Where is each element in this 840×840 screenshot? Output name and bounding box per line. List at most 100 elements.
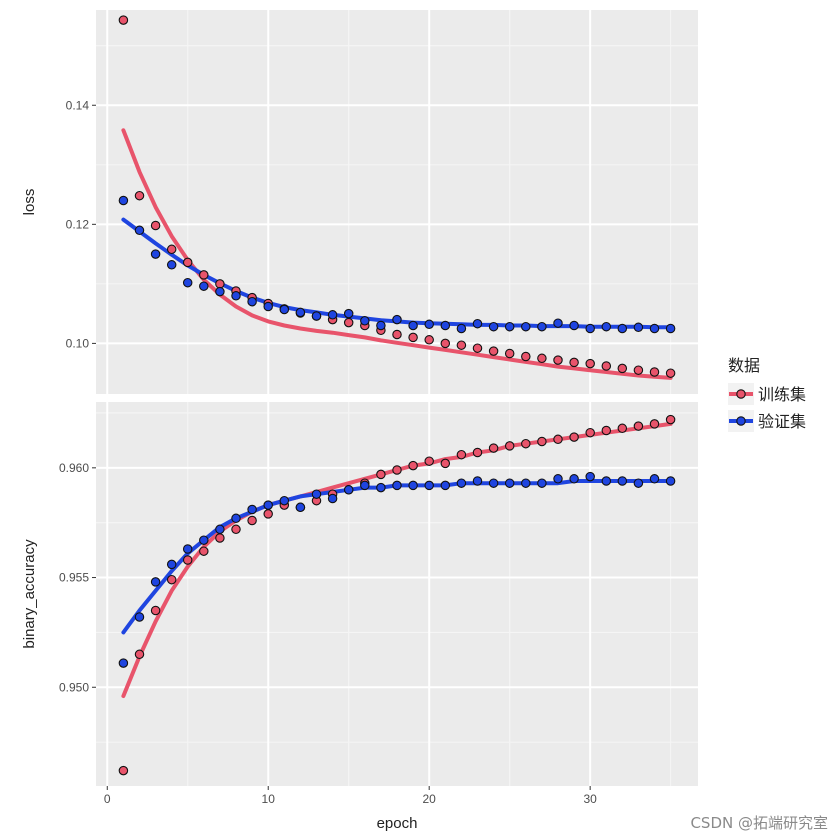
data-point-train (569, 357, 579, 368)
data-point-train (633, 365, 644, 375)
data-point-validation (166, 260, 177, 270)
x-tick-label: 30 (583, 792, 597, 806)
data-point-validation (150, 577, 161, 587)
data-point-validation (665, 323, 676, 334)
data-point-train (134, 649, 145, 660)
data-point-validation (424, 319, 434, 330)
x-axis: 0 10 20 30 (104, 786, 597, 806)
data-point-train (440, 338, 451, 349)
panel-binary-accuracy: 0.950 0.955 0.960 binary_accuracy (21, 402, 698, 786)
data-point-train (166, 574, 177, 585)
legend-title: 数据 (728, 356, 760, 375)
data-point-validation (392, 480, 402, 491)
data-point-train (488, 443, 499, 453)
data-point-validation (134, 612, 145, 622)
data-point-train (424, 456, 434, 466)
data-point-validation (649, 474, 660, 484)
data-point-train (504, 348, 515, 359)
data-point-validation (279, 304, 290, 315)
data-point-train (215, 533, 225, 543)
data-point-train (601, 425, 612, 436)
data-point-train (215, 279, 225, 289)
data-point-validation (472, 318, 483, 329)
data-point-train (649, 367, 660, 377)
data-point-validation (633, 478, 644, 488)
x-axis-title: epoch (377, 815, 418, 832)
data-point-validation (360, 480, 370, 491)
legend-entry-train: 训练集 (728, 383, 806, 405)
data-point-validation (537, 321, 547, 332)
y-axis-title: binary_accuracy (21, 539, 38, 649)
data-point-validation (585, 471, 595, 482)
data-point-validation (295, 502, 306, 513)
data-point-validation (488, 321, 499, 332)
data-point-validation (295, 307, 306, 318)
legend-entry-validation: 验证集 (728, 410, 806, 432)
legend-label: 训练集 (758, 385, 806, 404)
data-point-validation (134, 225, 145, 236)
data-point-train (392, 329, 402, 340)
data-point-validation (472, 476, 483, 486)
data-point-train (150, 220, 161, 231)
data-point-train (440, 458, 451, 469)
legend-key-point (736, 389, 746, 399)
data-point-validation (537, 478, 547, 488)
data-point-validation (247, 296, 257, 307)
data-point-validation (440, 320, 451, 331)
data-point-train (569, 432, 579, 442)
data-point-train (665, 414, 676, 425)
panel-background (96, 402, 698, 786)
data-point-validation (247, 504, 257, 515)
data-point-validation (150, 249, 161, 259)
y-tick-label: 0.10 (66, 336, 90, 350)
data-point-validation (311, 489, 322, 499)
data-point-train (376, 469, 386, 480)
watermark: CSDN @拓端研究室 (690, 814, 828, 832)
data-point-validation (601, 321, 612, 332)
data-point-validation (118, 658, 129, 668)
data-point-train (134, 190, 145, 201)
data-point-train (118, 765, 129, 776)
data-point-validation (182, 277, 193, 288)
data-point-train (601, 361, 612, 371)
data-point-validation (182, 544, 193, 554)
legend-key-point (736, 416, 746, 426)
data-point-validation (601, 476, 612, 486)
data-point-validation (343, 485, 354, 495)
data-point-validation (553, 318, 563, 328)
data-point-train (553, 434, 563, 445)
data-point-train (649, 419, 660, 429)
data-point-validation (231, 291, 241, 301)
data-point-validation (617, 476, 628, 486)
y-tick-label: 0.14 (66, 98, 90, 112)
data-point-validation (311, 311, 322, 321)
data-point-validation (488, 478, 499, 488)
data-point-train (521, 351, 531, 362)
data-point-train (182, 257, 193, 268)
data-point-validation (343, 308, 354, 319)
data-point-train (585, 358, 595, 369)
data-point-validation (118, 195, 129, 206)
x-tick-label: 0 (104, 792, 111, 806)
data-point-train (456, 449, 467, 460)
legend-label: 验证集 (758, 412, 806, 431)
data-point-validation (569, 320, 579, 331)
y-tick-label: 0.960 (59, 461, 89, 475)
data-point-validation (521, 478, 531, 488)
data-point-train (408, 460, 418, 471)
data-point-validation (569, 474, 579, 484)
data-point-train (166, 244, 177, 255)
data-point-validation (649, 323, 660, 334)
trend-line-train (121, 128, 673, 380)
data-point-validation (263, 301, 273, 312)
data-point-train (392, 465, 402, 475)
data-point-validation (215, 524, 225, 535)
data-point-train (199, 546, 209, 556)
data-point-validation (424, 480, 434, 491)
data-point-validation (504, 478, 515, 488)
data-point-train (537, 436, 547, 447)
data-point-train (231, 524, 241, 535)
data-point-train (504, 441, 515, 451)
